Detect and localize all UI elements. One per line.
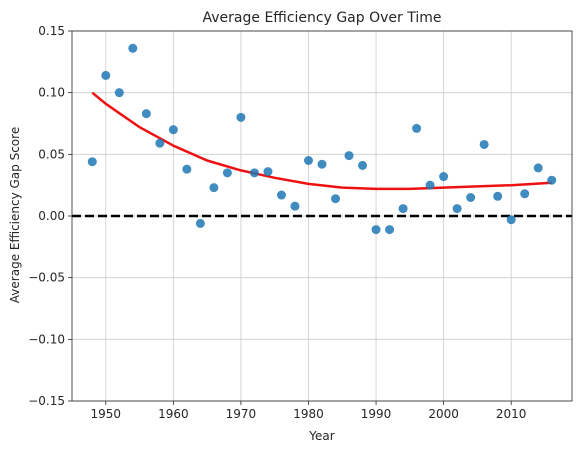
data-point xyxy=(209,183,219,193)
scatter-points xyxy=(87,43,557,235)
data-point xyxy=(128,43,138,53)
data-point xyxy=(155,138,165,148)
y-tick-label: 0.15 xyxy=(38,24,65,38)
trend-line xyxy=(91,91,552,191)
data-point xyxy=(141,109,151,119)
data-point xyxy=(87,157,97,167)
x-tick-label: 1970 xyxy=(226,407,257,421)
y-tick-label: 0.00 xyxy=(38,209,65,223)
y-tick-label: −0.15 xyxy=(28,394,65,408)
x-axis-ticks: 1950 1960 1970 1980 1990 2000 2010 xyxy=(91,401,527,421)
data-point xyxy=(317,159,327,169)
data-point xyxy=(331,194,341,204)
data-point xyxy=(385,225,395,235)
trend-group xyxy=(91,91,552,191)
data-point xyxy=(236,112,246,122)
data-point xyxy=(412,123,422,133)
data-point xyxy=(425,180,435,190)
x-tick-label: 1980 xyxy=(293,407,324,421)
data-point xyxy=(168,125,178,135)
x-tick-label: 2010 xyxy=(496,407,527,421)
data-point xyxy=(466,193,476,202)
data-point xyxy=(371,225,381,235)
data-point xyxy=(290,201,300,211)
data-point xyxy=(303,156,313,165)
y-tick-label: −0.05 xyxy=(28,271,65,285)
x-tick-label: 1960 xyxy=(158,407,189,421)
data-point xyxy=(547,175,557,185)
data-point xyxy=(249,168,259,178)
data-point xyxy=(114,88,124,98)
y-tick-label: 0.05 xyxy=(38,147,65,161)
data-point xyxy=(520,189,530,199)
data-point xyxy=(182,164,192,174)
data-point xyxy=(263,167,273,177)
chart-title: Average Efficiency Gap Over Time xyxy=(203,10,442,26)
data-point xyxy=(493,191,503,201)
x-tick-label: 1950 xyxy=(91,407,122,421)
x-axis-label: Year xyxy=(308,429,334,443)
x-tick-label: 1990 xyxy=(361,407,392,421)
data-point xyxy=(195,218,205,228)
data-point xyxy=(222,168,232,178)
data-point xyxy=(506,215,516,225)
x-tick-label: 2000 xyxy=(428,407,459,421)
data-point xyxy=(344,151,354,161)
y-axis-label: Average Efficiency Gap Score xyxy=(8,127,22,303)
data-point xyxy=(479,139,489,149)
data-point xyxy=(358,160,368,170)
data-point xyxy=(439,172,449,182)
data-point xyxy=(276,190,286,200)
y-tick-label: 0.10 xyxy=(38,86,65,100)
y-tick-label: −0.10 xyxy=(28,332,65,346)
data-point xyxy=(101,70,111,80)
data-point xyxy=(398,204,408,214)
data-point xyxy=(452,204,462,214)
y-axis-ticks: −0.15 −0.10 −0.05 0.00 0.05 0.10 0.15 xyxy=(28,24,72,408)
data-point xyxy=(533,163,543,173)
